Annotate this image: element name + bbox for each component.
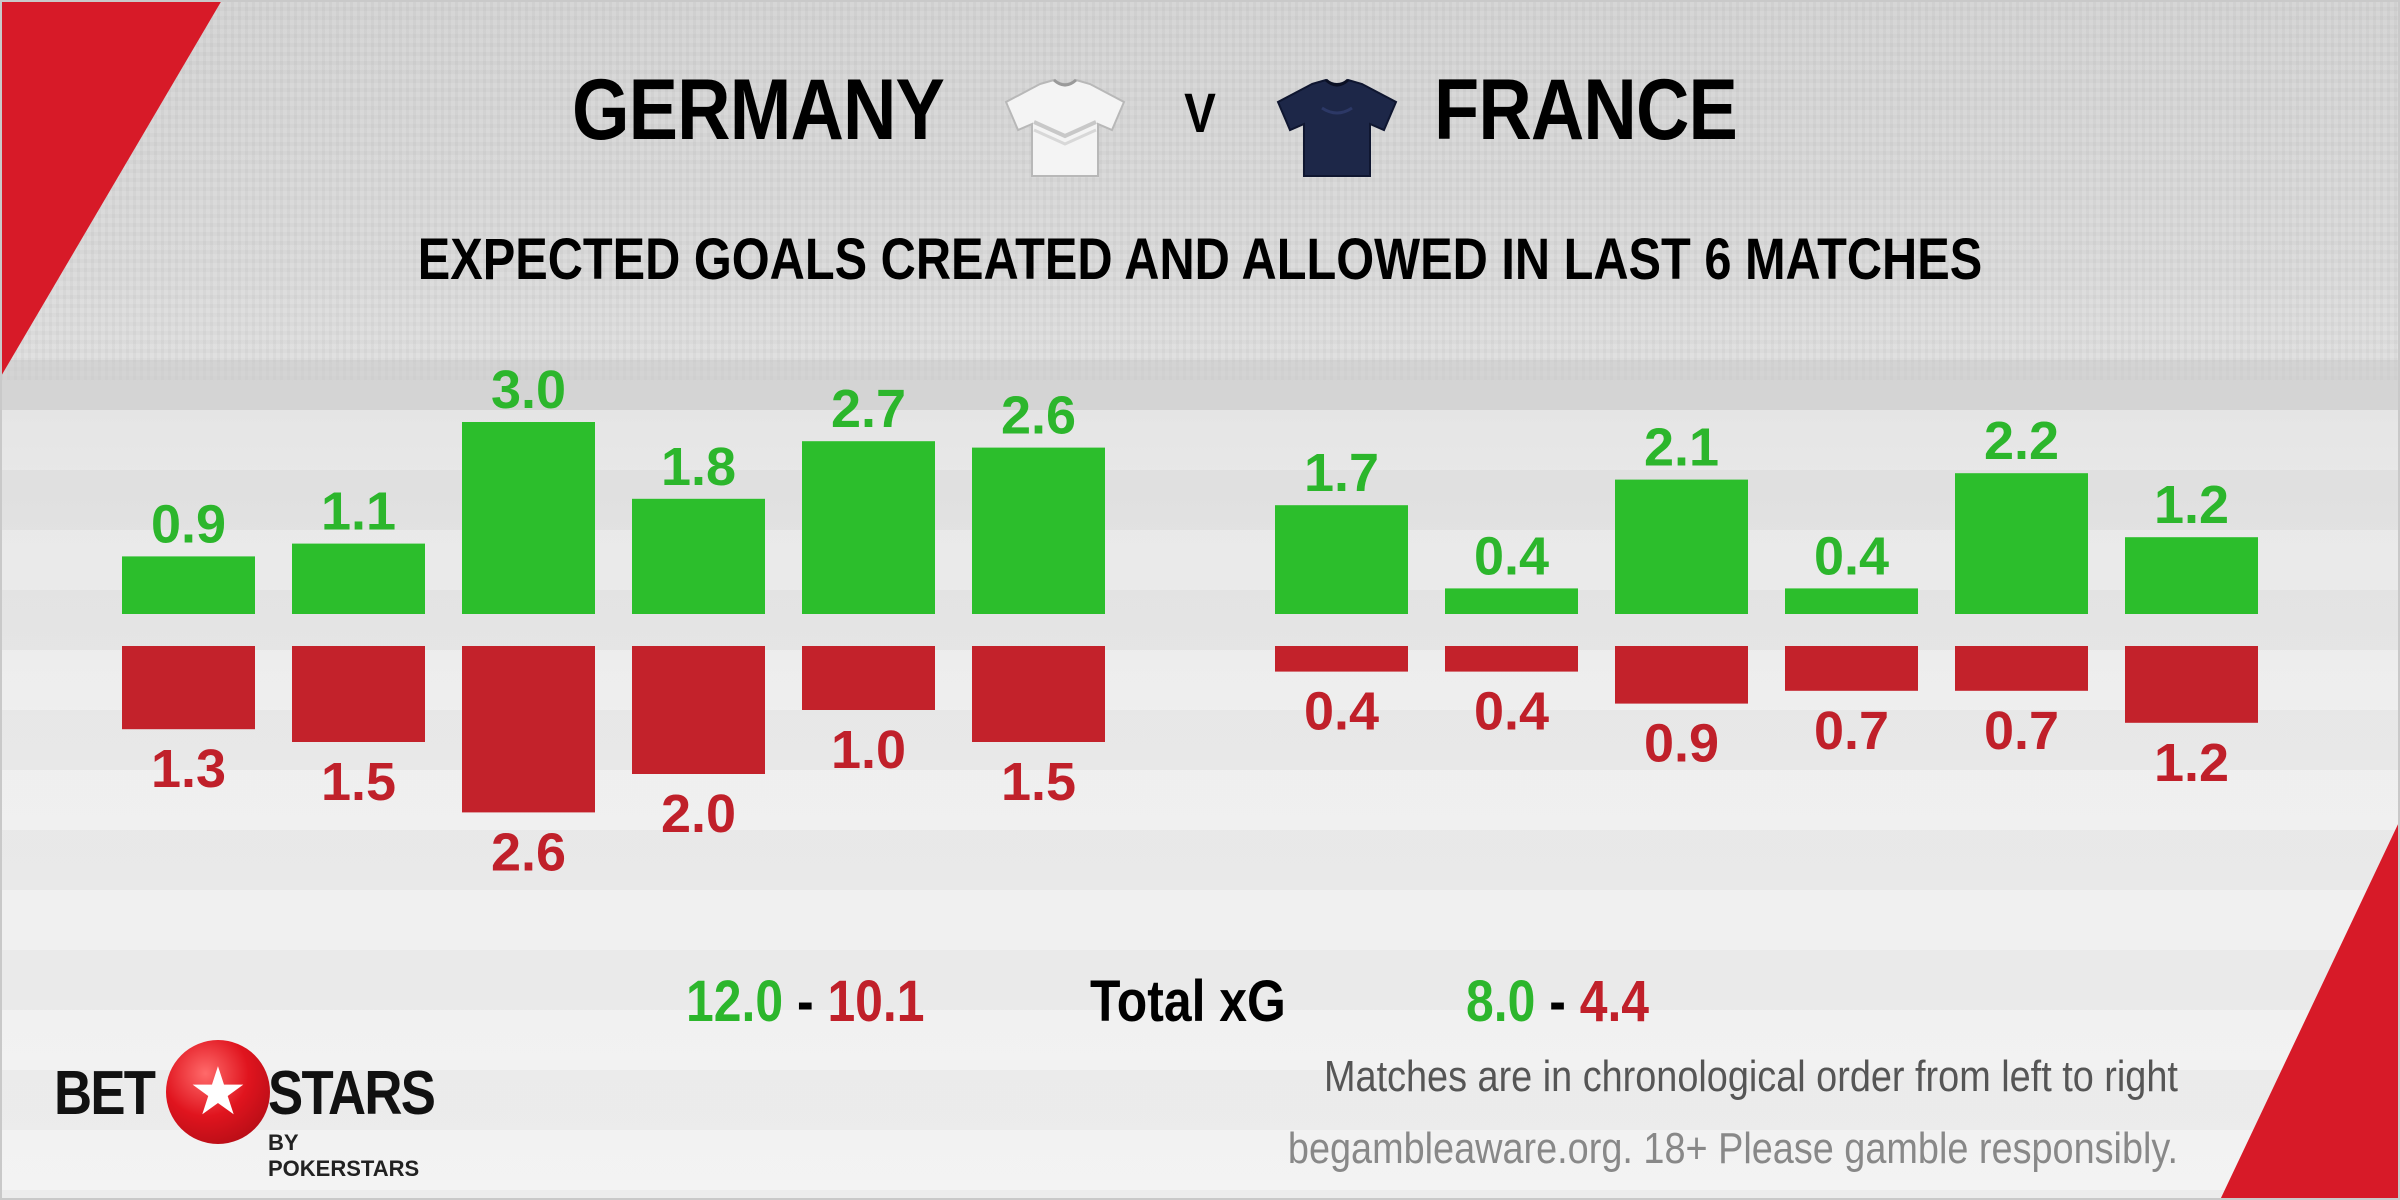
logo-word-stars: STARS (268, 1059, 436, 1128)
home-total-xg: 12.0 - 10.1 (686, 962, 925, 1042)
france-created-bar-4 (1785, 588, 1918, 614)
away-total-separator: - (1549, 969, 1566, 1034)
germany-allowed-label-2: 1.5 (321, 752, 396, 812)
germany-allowed-bar-2 (292, 646, 425, 742)
navy-football-shirt-icon (1276, 78, 1398, 177)
germany-allowed-label-4: 2.0 (661, 784, 736, 844)
germany-created-bar-2 (292, 543, 425, 614)
germany-allowed-label-6: 1.5 (1001, 752, 1076, 812)
france-allowed-bar-5 (1955, 646, 2088, 691)
home-team-name: GERMANY (572, 62, 945, 158)
white-football-shirt-icon (1004, 78, 1126, 177)
france-allowed-bar-4 (1785, 646, 1918, 691)
france-allowed-label-4: 0.7 (1814, 701, 1889, 761)
germany-allowed-bar-3 (462, 646, 595, 813)
france-allowed-label-1: 0.4 (1304, 682, 1379, 742)
germany-allowed-label-3: 2.6 (491, 822, 566, 882)
home-total-allowed: 10.1 (827, 969, 925, 1034)
france-created-label-2: 0.4 (1474, 526, 1549, 586)
total-xg-label: Total xG (1090, 969, 1286, 1034)
france-created-bar-2 (1445, 588, 1578, 614)
germany-allowed-bar-6 (972, 646, 1105, 742)
germany-allowed-label-5: 1.0 (831, 720, 906, 780)
away-total-created: 8.0 (1466, 969, 1536, 1034)
betstars-logo: BET ★ STARS BY POKERSTARS (54, 1040, 454, 1181)
france-allowed-bar-1 (1275, 646, 1408, 672)
germany-created-label-5: 2.7 (831, 379, 906, 439)
germany-created-bar-5 (802, 441, 935, 614)
france-allowed-label-5: 0.7 (1984, 701, 2059, 761)
germany-created-label-4: 1.8 (661, 437, 736, 497)
stadium-crowd-background (0, 0, 2400, 380)
advertising-boards-background (0, 360, 2400, 410)
germany-allowed-bar-5 (802, 646, 935, 710)
away-total-allowed: 4.4 (1579, 969, 1650, 1034)
germany-created-bar-6 (972, 447, 1105, 614)
germany-allowed-bar-4 (632, 646, 765, 774)
france-allowed-bar-2 (1445, 646, 1578, 672)
france-created-label-6: 1.2 (2154, 475, 2229, 535)
gamble-aware-notice: begambleaware.org. 18+ Please gamble res… (1287, 1124, 2178, 1173)
germany-created-label-1: 0.9 (151, 494, 226, 554)
france-created-bar-6 (2125, 537, 2258, 614)
germany-created-bar-4 (632, 498, 765, 614)
france-allowed-label-2: 0.4 (1474, 682, 1549, 742)
red-corner-wedge-top-left (0, 0, 222, 378)
home-total-created: 12.0 (686, 969, 784, 1034)
germany-created-bar-3 (462, 422, 595, 614)
logo-word-bet: BET (54, 1059, 156, 1128)
germany-created-label-2: 1.1 (321, 482, 396, 542)
chart-title: EXPECTED GOALS CREATED AND ALLOWED IN LA… (417, 227, 1983, 292)
home-total-separator: - (796, 969, 814, 1034)
germany-created-bar-1 (122, 556, 255, 614)
away-total-xg: 8.0 - 4.4 (1466, 962, 1649, 1042)
germany-created-label-3: 3.0 (491, 360, 566, 420)
germany-allowed-label-1: 1.3 (151, 739, 226, 799)
france-created-label-4: 0.4 (1814, 526, 1889, 586)
france-created-label-5: 2.2 (1984, 411, 2059, 471)
france-allowed-bar-6 (2125, 646, 2258, 723)
france-created-label-1: 1.7 (1304, 443, 1379, 503)
logo-subline: BY POKERSTARS (268, 1130, 420, 1181)
chronological-order-note: Matches are in chronological order from … (1324, 1052, 2178, 1101)
france-created-label-3: 2.1 (1644, 418, 1719, 478)
star-ball-icon: ★ (166, 1040, 270, 1144)
france-allowed-label-6: 1.2 (2154, 733, 2229, 793)
france-allowed-bar-3 (1615, 646, 1748, 704)
germany-allowed-bar-1 (122, 646, 255, 730)
red-corner-wedge-bottom-right (2220, 820, 2400, 1200)
away-team-name: FRANCE (1434, 62, 1738, 158)
germany-created-label-6: 2.6 (1001, 386, 1076, 446)
versus-label: V (1184, 81, 1216, 144)
france-created-bar-5 (1955, 473, 2088, 614)
france-created-bar-1 (1275, 505, 1408, 614)
france-allowed-label-3: 0.9 (1644, 714, 1719, 774)
france-created-bar-3 (1615, 479, 1748, 614)
